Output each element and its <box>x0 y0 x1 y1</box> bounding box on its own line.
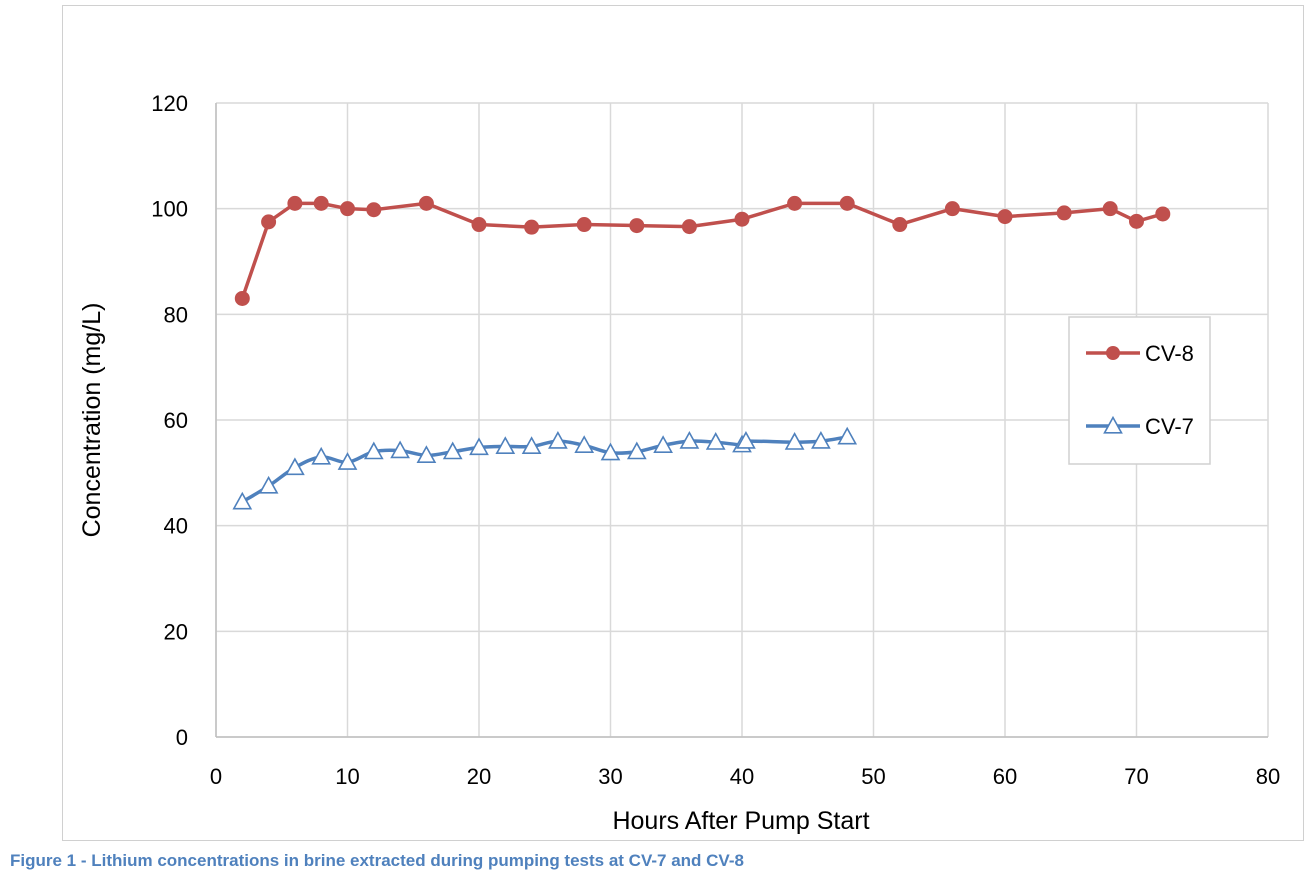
data-point <box>548 430 568 449</box>
y-tick-label: 100 <box>151 197 188 222</box>
data-point <box>469 437 489 456</box>
legend-entry-cv-7: CV-7 <box>1086 414 1194 439</box>
y-tick-label: 60 <box>164 408 188 433</box>
x-tick-label: 60 <box>993 764 1017 789</box>
data-point <box>1155 206 1171 222</box>
data-point <box>787 195 803 211</box>
data-point <box>944 201 960 217</box>
data-point <box>837 426 858 445</box>
x-tick-label: 30 <box>598 764 622 789</box>
legend-label: CV-7 <box>1145 414 1194 439</box>
data-point <box>390 440 410 459</box>
series-layer <box>232 195 1171 510</box>
data-point <box>313 195 329 211</box>
data-point <box>416 445 437 463</box>
data-point <box>363 441 384 460</box>
data-point <box>997 209 1013 225</box>
data-point <box>442 441 463 460</box>
x-axis-title: Hours After Pump Start <box>612 807 869 835</box>
x-tick-label: 40 <box>730 764 754 789</box>
data-point <box>811 430 831 449</box>
data-point <box>337 452 358 470</box>
data-point <box>574 435 595 453</box>
x-tick-label: 70 <box>1124 764 1148 789</box>
y-tick-label: 120 <box>151 91 188 116</box>
data-point <box>521 436 542 455</box>
data-point <box>653 435 673 453</box>
axes: 0 10 20 30 40 50 60 70 80 0 20 40 60 80 100 120 <box>151 91 1280 789</box>
data-point <box>232 491 253 510</box>
data-point <box>261 214 277 230</box>
data-point <box>681 219 697 235</box>
y-axis-title: Concentration (mg/L) <box>78 303 106 538</box>
data-point <box>705 432 726 450</box>
x-tick-label: 50 <box>861 764 885 789</box>
series-line <box>240 201 1164 300</box>
legend: CV-8 CV-7 <box>1068 316 1211 465</box>
legend-entry-cv-8: CV-8 <box>1086 341 1194 366</box>
data-point <box>471 217 487 233</box>
data-point <box>629 218 645 234</box>
data-point <box>495 436 516 455</box>
data-point <box>287 195 303 211</box>
x-tick-label: 0 <box>210 764 222 789</box>
data-point <box>576 217 592 233</box>
x-tick-label: 20 <box>467 764 491 789</box>
series-cv-8 <box>234 195 1171 306</box>
figure-caption: Figure 1 - Lithium concentrations in bri… <box>10 851 744 870</box>
x-tick-label: 80 <box>1256 764 1280 789</box>
data-point <box>600 442 621 461</box>
y-tick-label: 0 <box>176 725 188 750</box>
data-point <box>285 457 305 476</box>
series-line <box>241 435 848 504</box>
data-point <box>1056 205 1072 221</box>
data-point <box>311 446 332 465</box>
legend-box <box>1068 316 1211 465</box>
x-tick-label: 10 <box>335 764 359 789</box>
data-point <box>892 217 908 233</box>
y-tick-label: 20 <box>164 619 188 644</box>
line-chart: 0 10 20 30 40 50 60 70 80 0 20 40 60 80 100 120 Hours A… <box>78 91 1280 835</box>
data-point <box>736 430 756 449</box>
data-point <box>234 290 250 306</box>
data-point <box>418 195 434 211</box>
data-point <box>1102 201 1118 217</box>
data-point <box>626 441 647 460</box>
data-point <box>1129 213 1144 229</box>
data-point <box>524 219 540 235</box>
legend-marker <box>1106 346 1120 360</box>
series-cv-7 <box>232 426 858 510</box>
legend-label: CV-8 <box>1145 341 1194 366</box>
legend-marker <box>1103 415 1123 434</box>
data-point <box>784 432 805 450</box>
data-point <box>258 475 279 494</box>
y-tick-label: 40 <box>164 514 188 539</box>
data-point <box>734 211 750 227</box>
data-point <box>839 195 855 211</box>
y-tick-label: 80 <box>164 302 188 327</box>
data-point <box>366 202 382 218</box>
data-point <box>679 430 700 449</box>
data-point <box>340 201 355 217</box>
